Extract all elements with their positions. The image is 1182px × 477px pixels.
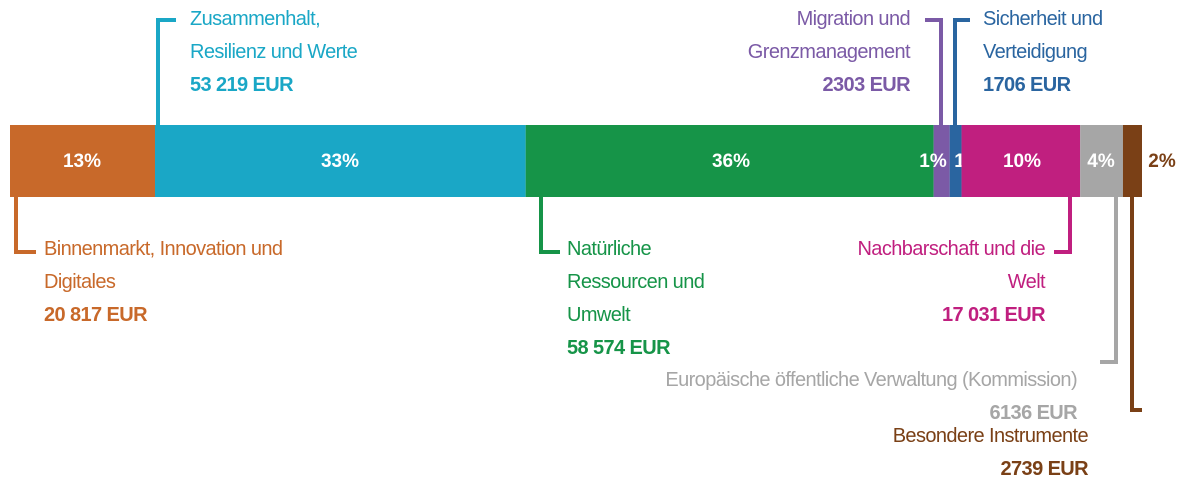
segment-name: Zusammenhalt, Resilienz und Werte <box>190 8 358 63</box>
segment-name: Sicherheit und Verteidigung <box>983 8 1103 63</box>
segment-name: Migration und Grenzmanagement <box>747 8 911 63</box>
segment-label: Sicherheit und Verteidigung 1706 EUR <box>983 3 1133 102</box>
segment-label: Natürliche Ressourcen und Umwelt 58 574 E… <box>567 233 752 365</box>
connector <box>14 197 36 254</box>
connector <box>1100 197 1118 364</box>
segment-amount: 17 031 EUR <box>942 304 1046 326</box>
connector <box>539 197 560 254</box>
connector <box>1130 197 1142 412</box>
share-label: 2% <box>1148 151 1176 172</box>
segment-label: Nachbarschaft und die Welt 17 031 EUR <box>825 233 1045 332</box>
segment-amount: 20 817 EUR <box>44 304 148 326</box>
bar-segment <box>949 125 962 197</box>
connector <box>953 18 970 125</box>
segment-amount: 1706 EUR <box>983 74 1071 96</box>
segment-amount: 2303 EUR <box>822 74 911 96</box>
bar-segment <box>1122 125 1142 197</box>
bar-segment <box>154 125 526 197</box>
segment-name: Besondere Instrumente <box>892 425 1089 447</box>
segment-amount: 53 219 EUR <box>190 74 294 96</box>
share-label: 1% <box>919 151 947 172</box>
segment-label: Binnenmarkt, Innovation und Digitales 20 … <box>44 233 334 332</box>
segment-name: Natürliche Ressourcen und Umwelt <box>567 238 705 326</box>
share-label: 4% <box>1087 151 1115 172</box>
segment-name: Binnenmarkt, Innovation und Digitales <box>44 238 283 293</box>
segment-name: Europäische öffentliche Verwaltung (Komm… <box>665 369 1077 391</box>
share-label: 33% <box>321 151 359 172</box>
bar-segment <box>525 125 934 197</box>
segment-label: Europäische öffentliche Verwaltung (Komm… <box>500 364 1077 430</box>
segment-amount: 58 574 EUR <box>567 337 671 359</box>
connector <box>1054 197 1072 254</box>
connector <box>925 18 943 125</box>
share-label: 13% <box>63 151 101 172</box>
segment-label: Besondere Instrumente 2739 EUR <box>788 420 1089 477</box>
bar-segment <box>933 125 950 197</box>
bar-segment <box>1080 125 1123 197</box>
segment-name: Nachbarschaft und die Welt <box>857 238 1045 293</box>
segment-label: Zusammenhalt, Resilienz und Werte 53 219 … <box>190 3 390 102</box>
segment-amount: 2739 EUR <box>1000 458 1089 477</box>
bar-segment <box>10 125 155 197</box>
share-label: 36% <box>712 151 750 172</box>
share-label: 10% <box>1003 151 1041 172</box>
connector <box>156 18 176 125</box>
segment-amount: 6136 EUR <box>989 402 1078 424</box>
bar-segment <box>961 125 1081 197</box>
segment-label: Migration und Grenzmanagement 2303 EUR <box>690 3 911 102</box>
